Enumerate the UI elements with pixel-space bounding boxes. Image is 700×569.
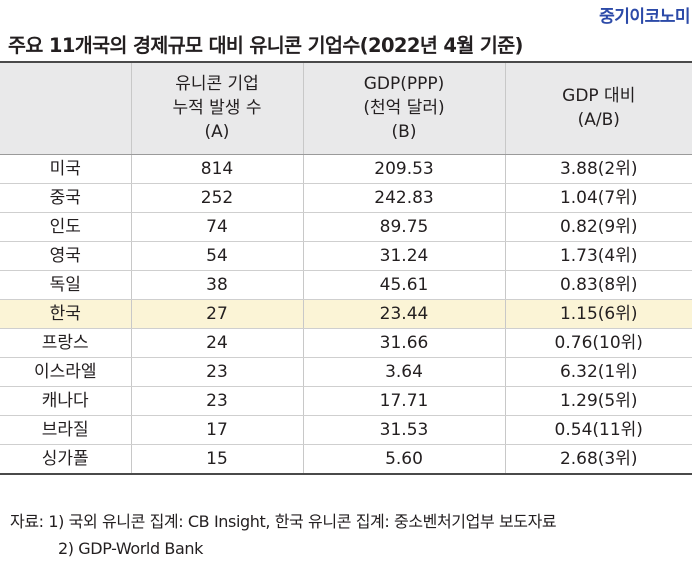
source-note-2: 2) GDP-World Bank <box>58 539 203 558</box>
cell-unicorns: 23 <box>130 386 303 416</box>
column-header-line: GDP 대비 <box>562 86 636 107</box>
cell-unicorns: 814 <box>130 154 303 184</box>
cell-country: 중국 <box>0 183 131 213</box>
cell-country: 싱가폴 <box>0 444 131 475</box>
table-row: 브라질 17 31.53 0.54(11위) <box>0 415 692 445</box>
cell-ratio: 0.76(10위) <box>504 328 692 358</box>
cell-unicorns: 17 <box>130 415 303 445</box>
cell-unicorns: 24 <box>130 328 303 358</box>
table-row: 영국 54 31.24 1.73(4위) <box>0 241 692 271</box>
cell-unicorns: 27 <box>130 299 303 329</box>
table-row: 미국 814 209.53 3.88(2위) <box>0 154 692 184</box>
page-title: 주요 11개국의 경제규모 대비 유니콘 기업수(2022년 4월 기준) <box>8 34 523 57</box>
cell-gdp: 3.64 <box>302 357 505 387</box>
column-header-line: 유니콘 기업 <box>175 74 259 95</box>
column-header-line: (A) <box>204 122 230 143</box>
table-row: 프랑스 24 31.66 0.76(10위) <box>0 328 692 358</box>
cell-gdp: 31.53 <box>302 415 505 445</box>
cell-ratio: 0.83(8위) <box>504 270 692 300</box>
cell-gdp: 31.24 <box>302 241 505 271</box>
cell-gdp: 17.71 <box>302 386 505 416</box>
cell-ratio: 0.82(9위) <box>504 212 692 242</box>
cell-unicorns: 38 <box>130 270 303 300</box>
cell-ratio: 2.68(3위) <box>504 444 692 475</box>
cell-ratio: 6.32(1위) <box>504 357 692 387</box>
cell-gdp: 23.44 <box>302 299 505 329</box>
cell-country: 영국 <box>0 241 131 271</box>
cell-gdp: 89.75 <box>302 212 505 242</box>
column-header-line: GDP(PPP) <box>363 74 445 95</box>
brand-logo-text: 중기이코노미 <box>599 7 690 27</box>
source-note-1: 자료: 1) 국외 유니콘 집계: CB Insight, 한국 유니콘 집계:… <box>10 512 557 531</box>
cell-gdp: 209.53 <box>302 154 505 184</box>
cell-country: 인도 <box>0 212 131 242</box>
column-header-line: (A/B) <box>577 110 620 131</box>
column-header-2: GDP(PPP) (천억 달러) (B) <box>302 61 505 155</box>
column-header-0 <box>0 61 131 155</box>
table-row: 인도 74 89.75 0.82(9위) <box>0 212 692 242</box>
column-header-line: 누적 발생 수 <box>172 98 262 119</box>
cell-ratio: 1.04(7위) <box>504 183 692 213</box>
cell-unicorns: 252 <box>130 183 303 213</box>
cell-unicorns: 54 <box>130 241 303 271</box>
cell-country: 이스라엘 <box>0 357 131 387</box>
cell-country: 캐나다 <box>0 386 131 416</box>
column-header-line: (천억 달러) <box>363 98 445 119</box>
table-row: 중국 252 242.83 1.04(7위) <box>0 183 692 213</box>
cell-ratio: 1.29(5위) <box>504 386 692 416</box>
cell-country: 독일 <box>0 270 131 300</box>
cell-ratio: 1.73(4위) <box>504 241 692 271</box>
table-row: 독일 38 45.61 0.83(8위) <box>0 270 692 300</box>
cell-gdp: 242.83 <box>302 183 505 213</box>
column-header-line: (B) <box>391 122 417 143</box>
cell-country: 프랑스 <box>0 328 131 358</box>
cell-country: 한국 <box>0 299 131 329</box>
table-row: 이스라엘 23 3.64 6.32(1위) <box>0 357 692 387</box>
table-row: 캐나다 23 17.71 1.29(5위) <box>0 386 692 416</box>
cell-unicorns: 15 <box>130 444 303 475</box>
cell-unicorns: 23 <box>130 357 303 387</box>
cell-gdp: 31.66 <box>302 328 505 358</box>
source-notes: 자료: 1) 국외 유니콘 집계: CB Insight, 한국 유니콘 집계:… <box>10 508 557 562</box>
cell-ratio: 1.15(6위) <box>504 299 692 329</box>
cell-ratio: 3.88(2위) <box>504 154 692 184</box>
column-header-3: GDP 대비 (A/B) <box>504 61 692 155</box>
table-row: 한국 27 23.44 1.15(6위) <box>0 299 692 329</box>
cell-unicorns: 74 <box>130 212 303 242</box>
cell-country: 미국 <box>0 154 131 184</box>
cell-country: 브라질 <box>0 415 131 445</box>
table-row: 싱가폴 15 5.60 2.68(3위) <box>0 444 692 475</box>
cell-ratio: 0.54(11위) <box>504 415 692 445</box>
cell-gdp: 45.61 <box>302 270 505 300</box>
table-body: 미국 814 209.53 3.88(2위) 중국 252 242.83 1.04(7위) 인도… <box>0 154 692 475</box>
cell-gdp: 5.60 <box>302 444 505 475</box>
